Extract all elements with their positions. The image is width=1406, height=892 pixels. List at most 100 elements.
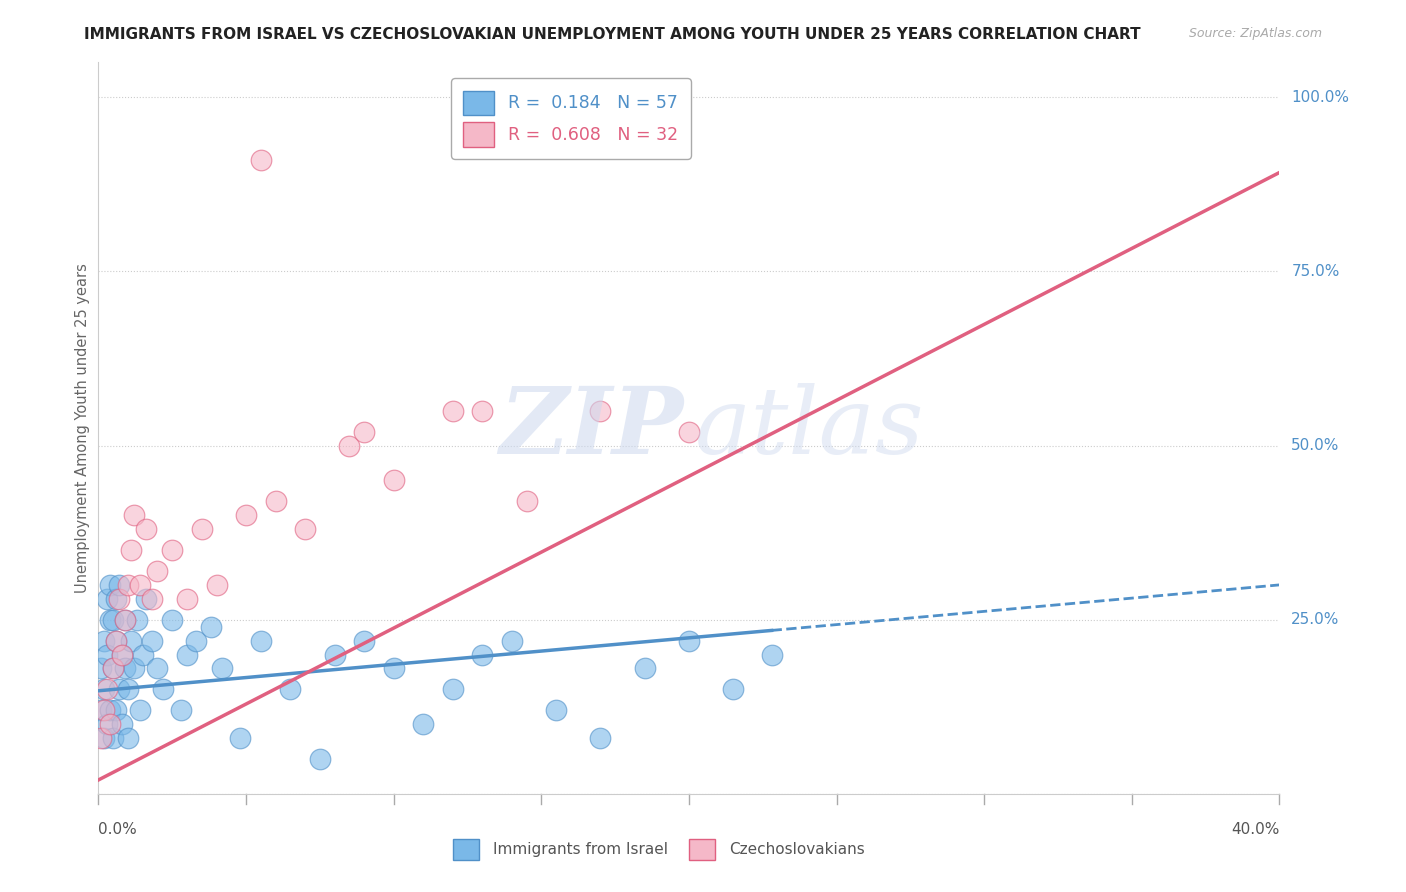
- Point: [353, 425, 375, 439]
- Point: [501, 633, 523, 648]
- Point: [382, 474, 405, 488]
- Point: [128, 578, 150, 592]
- Point: [546, 703, 568, 717]
- Text: atlas: atlas: [695, 384, 924, 473]
- Text: 0.0%: 0.0%: [98, 822, 138, 837]
- Point: [589, 731, 612, 746]
- Point: [103, 661, 125, 675]
- Point: [634, 661, 657, 675]
- Point: [96, 591, 118, 606]
- Point: [117, 682, 139, 697]
- Text: Source: ZipAtlas.com: Source: ZipAtlas.com: [1188, 27, 1322, 40]
- Point: [589, 403, 612, 417]
- Point: [280, 682, 302, 697]
- Point: [211, 661, 233, 675]
- Point: [98, 578, 121, 592]
- Point: [98, 703, 121, 717]
- Point: [264, 494, 287, 508]
- Point: [141, 633, 163, 648]
- Point: [90, 661, 112, 675]
- Text: Immigrants from Israel: Immigrants from Israel: [494, 842, 668, 857]
- Point: [323, 648, 346, 662]
- Point: [93, 633, 115, 648]
- Point: [114, 613, 136, 627]
- Point: [678, 633, 700, 648]
- Point: [170, 703, 193, 717]
- Text: 25.0%: 25.0%: [1291, 612, 1340, 627]
- Y-axis label: Unemployment Among Youth under 25 years: Unemployment Among Youth under 25 years: [75, 263, 90, 593]
- Point: [120, 633, 142, 648]
- Point: [516, 494, 538, 508]
- Point: [250, 633, 273, 648]
- Point: [412, 717, 434, 731]
- Point: [309, 752, 332, 766]
- Point: [235, 508, 257, 523]
- Point: [135, 591, 157, 606]
- Point: [108, 682, 131, 697]
- Point: [146, 661, 169, 675]
- Point: [122, 508, 145, 523]
- Point: [93, 731, 115, 746]
- Point: [382, 661, 405, 675]
- Point: [205, 578, 228, 592]
- Point: [93, 682, 115, 697]
- Point: [191, 522, 214, 536]
- Text: 50.0%: 50.0%: [1291, 438, 1340, 453]
- Point: [105, 591, 128, 606]
- Point: [176, 648, 198, 662]
- Point: [250, 153, 273, 167]
- Point: [105, 703, 128, 717]
- Point: [103, 731, 125, 746]
- Point: [96, 682, 118, 697]
- Text: ZIP: ZIP: [499, 384, 683, 473]
- Point: [117, 578, 139, 592]
- Point: [103, 661, 125, 675]
- Point: [162, 543, 183, 558]
- Point: [111, 648, 134, 662]
- Point: [441, 403, 464, 417]
- Point: [96, 648, 118, 662]
- Point: [229, 731, 252, 746]
- Text: 100.0%: 100.0%: [1291, 90, 1350, 104]
- Text: IMMIGRANTS FROM ISRAEL VS CZECHOSLOVAKIAN UNEMPLOYMENT AMONG YOUTH UNDER 25 YEAR: IMMIGRANTS FROM ISRAEL VS CZECHOSLOVAKIA…: [84, 27, 1142, 42]
- Point: [471, 648, 494, 662]
- Point: [114, 613, 136, 627]
- Text: Czechoslovakians: Czechoslovakians: [730, 842, 865, 857]
- Point: [90, 731, 112, 746]
- Text: 75.0%: 75.0%: [1291, 264, 1340, 279]
- Point: [176, 591, 198, 606]
- Point: [90, 703, 112, 717]
- FancyBboxPatch shape: [453, 839, 478, 860]
- Point: [146, 564, 169, 578]
- Point: [471, 403, 494, 417]
- Point: [108, 591, 131, 606]
- Point: [98, 613, 121, 627]
- Point: [105, 633, 128, 648]
- Point: [111, 717, 134, 731]
- Point: [200, 620, 222, 634]
- Point: [184, 633, 207, 648]
- Point: [114, 661, 136, 675]
- Point: [294, 522, 316, 536]
- Point: [120, 543, 142, 558]
- Text: 40.0%: 40.0%: [1232, 822, 1279, 837]
- Point: [96, 717, 118, 731]
- Point: [93, 703, 115, 717]
- Point: [117, 731, 139, 746]
- Point: [132, 648, 155, 662]
- Point: [105, 633, 128, 648]
- Point: [723, 682, 745, 697]
- Point: [111, 648, 134, 662]
- FancyBboxPatch shape: [689, 839, 714, 860]
- Point: [135, 522, 157, 536]
- Point: [103, 613, 125, 627]
- Point: [108, 578, 131, 592]
- Point: [122, 661, 145, 675]
- Point: [128, 703, 150, 717]
- Point: [441, 682, 464, 697]
- Point: [678, 425, 700, 439]
- Legend: R =  0.184   N = 57, R =  0.608   N = 32: R = 0.184 N = 57, R = 0.608 N = 32: [451, 78, 690, 159]
- Point: [339, 439, 361, 453]
- Point: [141, 591, 163, 606]
- Point: [125, 613, 148, 627]
